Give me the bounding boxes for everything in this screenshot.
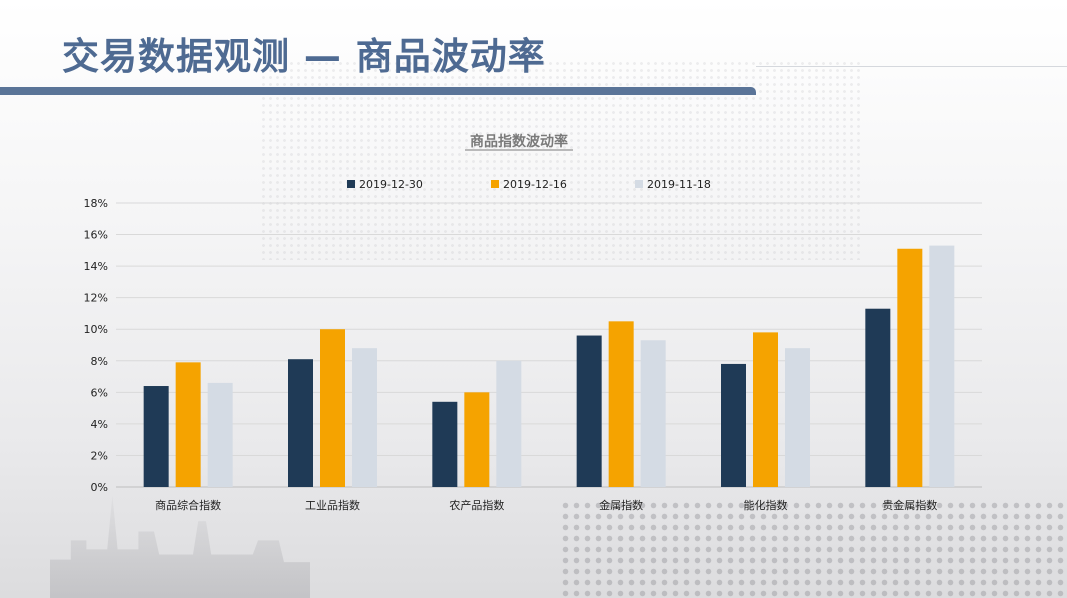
bar-1-1 — [143, 386, 169, 487]
y-axis-ticks: 0% 2% 4% 6% 8% 10% 12% 14% 16% 18% — [84, 197, 108, 494]
x-category-label: 商品综合指数 — [155, 498, 221, 512]
legend-swatch — [347, 180, 355, 188]
y-tick-label: 14% — [84, 260, 108, 273]
legend-swatch — [491, 180, 499, 188]
bar-3-5 — [785, 348, 810, 487]
header-rule — [0, 87, 756, 95]
legend: 2019-12-30 2019-12-16 2019-11-18 — [347, 178, 711, 191]
bar-3-3 — [496, 360, 522, 487]
slide-header: 交易数据观测 — 商品波动率 — [0, 0, 1067, 96]
x-category-label: 贵金属指数 — [882, 498, 937, 512]
y-tick-label: 18% — [84, 197, 108, 210]
chart-title: 商品指数波动率 — [470, 133, 568, 150]
bar-1-5 — [721, 363, 746, 487]
x-category-label: 能化指数 — [744, 498, 788, 512]
bar-1-4 — [576, 335, 602, 487]
bar-2-5 — [753, 332, 778, 487]
bar-1-2 — [288, 359, 313, 487]
y-tick-label: 16% — [84, 229, 108, 242]
gridlines — [116, 202, 982, 488]
x-axis-labels: 商品综合指数 工业品指数 农产品指数 金属指数 能化指数 贵金属指数 — [155, 498, 937, 512]
header-rule-light — [756, 66, 1067, 67]
bars — [143, 245, 955, 487]
bar-3-4 — [640, 340, 666, 487]
bar-3-6 — [929, 245, 955, 487]
y-tick-label: 8% — [91, 355, 108, 368]
x-category-label: 农产品指数 — [449, 498, 504, 512]
bar-2-4 — [608, 321, 634, 487]
bar-3-1 — [207, 382, 233, 487]
y-tick-label: 0% — [91, 481, 108, 494]
x-category-label: 金属指数 — [599, 498, 643, 512]
bar-1-3 — [432, 401, 458, 487]
bar-2-1 — [175, 362, 201, 487]
bar-2-2 — [320, 329, 345, 487]
y-tick-label: 12% — [84, 292, 108, 305]
legend-label: 2019-11-18 — [647, 178, 711, 191]
y-tick-label: 10% — [84, 323, 108, 336]
y-tick-label: 4% — [91, 418, 108, 431]
bar-3-2 — [352, 348, 377, 487]
y-tick-label: 6% — [91, 386, 108, 399]
page-title: 交易数据观测 — 商品波动率 — [62, 35, 546, 78]
legend-label: 2019-12-16 — [503, 178, 567, 191]
x-category-label: 工业品指数 — [305, 498, 360, 512]
y-tick-label: 2% — [91, 449, 108, 462]
bar-2-3 — [464, 392, 490, 487]
legend-swatch — [635, 180, 643, 188]
bar-1-6 — [865, 308, 891, 487]
dot-pattern-decoration — [560, 500, 1067, 598]
bar-2-6 — [897, 248, 923, 487]
legend-label: 2019-12-30 — [359, 178, 423, 191]
